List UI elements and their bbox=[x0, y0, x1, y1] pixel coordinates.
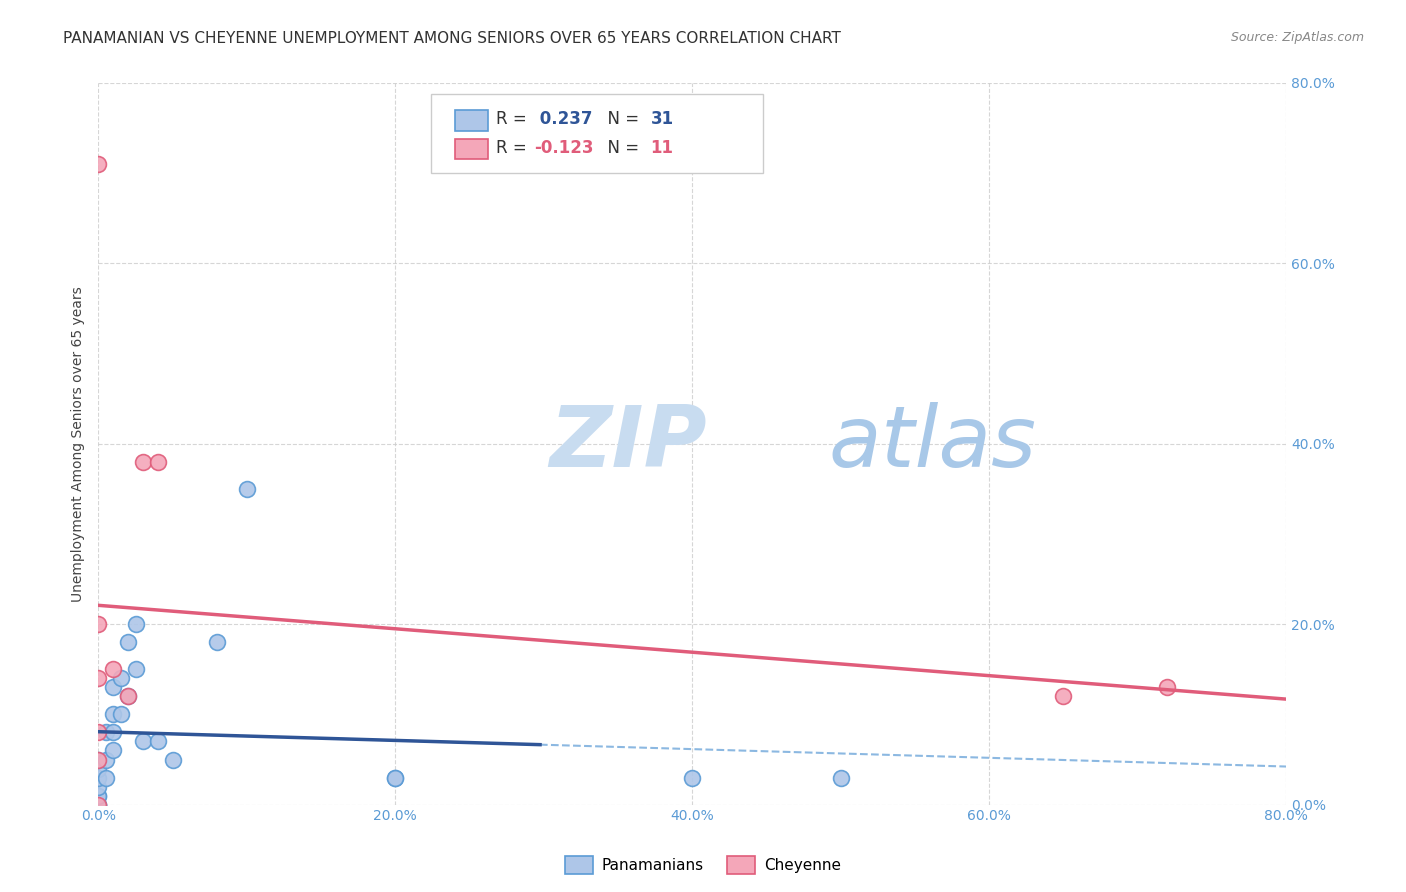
Point bbox=[110, 707, 132, 722]
Point bbox=[94, 771, 117, 785]
Point bbox=[117, 690, 139, 704]
Text: 0.237: 0.237 bbox=[534, 110, 593, 128]
Text: N =: N = bbox=[598, 139, 644, 157]
Point bbox=[103, 662, 125, 676]
Point bbox=[103, 681, 125, 695]
Point bbox=[94, 752, 117, 766]
Point bbox=[1156, 681, 1178, 695]
Point bbox=[236, 482, 259, 496]
Text: 31: 31 bbox=[651, 110, 673, 128]
Text: ZIP: ZIP bbox=[550, 402, 707, 485]
Point bbox=[124, 662, 146, 676]
Point bbox=[103, 743, 125, 757]
Point bbox=[124, 617, 146, 632]
FancyBboxPatch shape bbox=[454, 139, 488, 160]
Point bbox=[132, 734, 155, 748]
Point bbox=[87, 157, 110, 171]
Point bbox=[117, 635, 139, 649]
Point bbox=[87, 725, 110, 739]
Text: Source: ZipAtlas.com: Source: ZipAtlas.com bbox=[1230, 31, 1364, 45]
Text: 11: 11 bbox=[651, 139, 673, 157]
Text: -0.123: -0.123 bbox=[534, 139, 593, 157]
Point bbox=[384, 771, 406, 785]
Point bbox=[87, 797, 110, 812]
Point bbox=[87, 771, 110, 785]
Text: PANAMANIAN VS CHEYENNE UNEMPLOYMENT AMONG SENIORS OVER 65 YEARS CORRELATION CHAR: PANAMANIAN VS CHEYENNE UNEMPLOYMENT AMON… bbox=[63, 31, 841, 46]
Point bbox=[117, 690, 139, 704]
Y-axis label: Unemployment Among Seniors over 65 years: Unemployment Among Seniors over 65 years bbox=[72, 286, 86, 602]
Point bbox=[87, 797, 110, 812]
FancyBboxPatch shape bbox=[454, 111, 488, 130]
Legend: Panamanians, Cheyenne: Panamanians, Cheyenne bbox=[560, 850, 846, 880]
Point bbox=[132, 455, 155, 469]
Point bbox=[87, 797, 110, 812]
FancyBboxPatch shape bbox=[432, 94, 763, 173]
Text: R =: R = bbox=[496, 110, 533, 128]
Point bbox=[162, 752, 184, 766]
Point bbox=[87, 789, 110, 803]
Point bbox=[87, 671, 110, 685]
Text: atlas: atlas bbox=[828, 402, 1036, 485]
Point bbox=[146, 455, 169, 469]
Text: R =: R = bbox=[496, 139, 533, 157]
Point bbox=[87, 797, 110, 812]
Point bbox=[87, 752, 110, 766]
Point bbox=[1052, 690, 1074, 704]
Point bbox=[87, 752, 110, 766]
Point bbox=[830, 771, 852, 785]
Point bbox=[94, 725, 117, 739]
Point bbox=[87, 617, 110, 632]
Point bbox=[205, 635, 228, 649]
Point bbox=[681, 771, 703, 785]
Point bbox=[103, 725, 125, 739]
Point bbox=[146, 734, 169, 748]
Text: N =: N = bbox=[598, 110, 644, 128]
Point bbox=[87, 762, 110, 776]
Point bbox=[103, 707, 125, 722]
Point bbox=[87, 780, 110, 794]
Point bbox=[110, 671, 132, 685]
Point bbox=[384, 771, 406, 785]
Point bbox=[87, 789, 110, 803]
